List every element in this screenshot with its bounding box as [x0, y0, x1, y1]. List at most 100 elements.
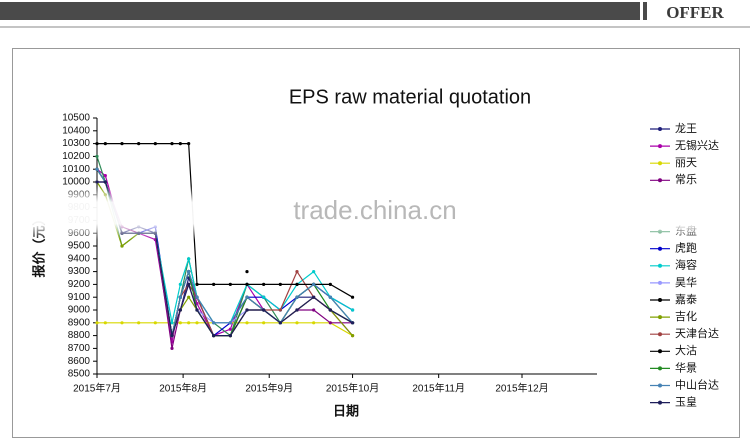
series-marker: [187, 282, 191, 286]
series-marker: [95, 142, 99, 146]
y-tick-label: 10100: [62, 164, 90, 175]
series-marker: [170, 142, 174, 146]
series-marker: [328, 308, 332, 312]
legend-label: 昊华: [675, 275, 697, 289]
legend-marker: [658, 178, 662, 183]
x-tick-label: 2015年9月: [245, 382, 293, 395]
series-marker: [187, 257, 191, 261]
series-marker: [295, 270, 299, 274]
series-marker: [95, 321, 99, 325]
series-marker: [187, 270, 191, 274]
series-marker: [95, 167, 99, 171]
legend-marker: [658, 280, 662, 285]
series-marker: [120, 321, 124, 325]
y-tick-label: 9500: [68, 241, 91, 252]
series-marker: [137, 321, 141, 325]
series-marker: [328, 282, 332, 286]
header-bar: [0, 2, 640, 20]
series-line: [97, 143, 353, 298]
series-marker: [153, 321, 157, 325]
series-marker: [245, 308, 249, 312]
legend-label: 华景: [675, 360, 697, 374]
series-marker: [245, 295, 249, 299]
series-marker: [245, 321, 249, 325]
y-tick-label: 8700: [68, 343, 91, 354]
series-marker: [120, 244, 124, 248]
legend-label: 龙王: [675, 122, 697, 135]
legend-label: 玉皇: [675, 395, 697, 409]
y-tick-label: 10300: [62, 138, 90, 149]
y-tick-label: 9200: [68, 279, 91, 290]
y-tick-label: 8500: [68, 369, 91, 380]
series-marker: [245, 282, 249, 286]
legend-marker: [658, 144, 662, 149]
legend-marker: [658, 298, 662, 302]
series-marker: [195, 308, 199, 312]
series-marker: [195, 295, 199, 299]
series-marker: [187, 295, 191, 299]
watermark: trade.china.cn: [293, 195, 456, 225]
series-marker: [212, 334, 216, 338]
y-tick-label: 9100: [68, 292, 91, 303]
series-marker: [170, 346, 174, 350]
series-marker: [228, 334, 232, 338]
series-marker: [278, 321, 282, 325]
legend-marker: [658, 366, 662, 371]
y-tick-label: 8900: [68, 317, 91, 328]
series-marker: [262, 321, 266, 325]
legend-label: 虎跑: [675, 241, 697, 255]
legend-marker: [658, 161, 662, 166]
series-marker: [212, 282, 216, 286]
series-marker: [103, 180, 107, 184]
series-marker: [228, 327, 232, 331]
header-title: OFFER: [666, 3, 724, 22]
x-tick-label: 2015年8月: [159, 382, 207, 395]
series-marker: [228, 321, 232, 325]
legend-label: 无锡兴达: [675, 138, 719, 152]
legend-label: 海容: [675, 258, 697, 272]
legend-marker: [658, 383, 662, 388]
series-marker: [262, 295, 266, 299]
series-marker: [295, 308, 299, 312]
series-marker: [103, 142, 107, 146]
x-tick-label: 2015年7月: [73, 382, 121, 395]
series-marker: [178, 321, 182, 325]
y-tick-label: 9400: [68, 253, 91, 264]
series-marker: [350, 308, 355, 312]
series-marker: [195, 282, 199, 286]
series-marker: [95, 154, 99, 158]
series-marker: [278, 308, 282, 312]
chart-title: EPS raw material quotation: [289, 86, 531, 108]
series-line: [97, 322, 353, 337]
series-marker: [312, 295, 316, 299]
series-marker: [103, 174, 107, 178]
series-marker: [178, 295, 182, 299]
x-tick-label: 2015年12月: [495, 382, 548, 395]
x-tick-label: 2015年10月: [326, 382, 379, 395]
series-marker: [328, 295, 332, 299]
series-marker: [103, 321, 107, 325]
series-marker: [278, 282, 282, 286]
series-marker: [295, 282, 299, 286]
series-marker: [178, 282, 182, 286]
x-tick-label: 2015年11月: [412, 382, 465, 395]
legend-marker: [658, 315, 662, 320]
series-marker: [187, 142, 191, 146]
y-tick-label: 9000: [68, 305, 91, 316]
legend-marker: [658, 349, 662, 354]
series-marker: [328, 321, 332, 325]
x-axis-label: 日期: [333, 403, 359, 418]
series-marker: [350, 321, 355, 325]
legend-label: 大沽: [675, 343, 697, 357]
series-marker: [350, 334, 355, 338]
series-marker: [295, 295, 299, 299]
legend-label: 中山台达: [675, 377, 719, 391]
y-tick-label: 10200: [62, 151, 90, 162]
legend-marker: [658, 127, 662, 131]
header-divider: [643, 2, 647, 20]
y-tick-label: 9300: [68, 266, 91, 277]
legend-label: 吉化: [675, 309, 697, 323]
legend-marker: [658, 263, 662, 268]
